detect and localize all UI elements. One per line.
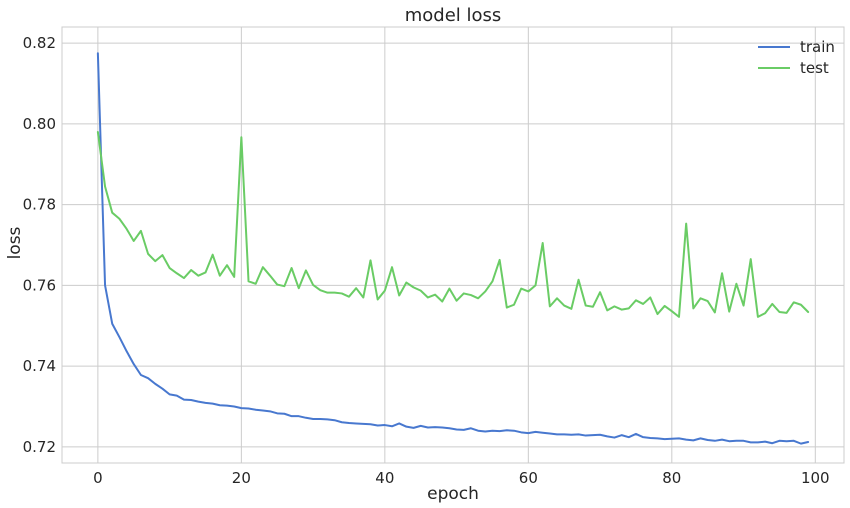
- y-tick-label: 0.72: [23, 438, 56, 456]
- x-tick-label: 20: [232, 469, 251, 487]
- y-tick-label: 0.74: [23, 357, 56, 375]
- y-tick-label: 0.80: [23, 115, 56, 133]
- y-tick-label: 0.78: [23, 196, 56, 214]
- series-line-train: [96, 52, 810, 445]
- y-tick-label: 0.82: [23, 34, 56, 52]
- y-tick-label: 0.76: [23, 276, 56, 294]
- y-axis-label: loss: [5, 226, 25, 259]
- x-tick-labels: 0 20 40 60 80 100: [93, 469, 830, 487]
- chart-title: model loss: [405, 5, 502, 26]
- series-lines: [96, 52, 810, 445]
- x-tick-label: 80: [662, 469, 681, 487]
- y-tick-labels: 0.72 0.74 0.76 0.78 0.80 0.82: [23, 34, 56, 456]
- x-tick-label: 60: [519, 469, 538, 487]
- x-axis-label: epoch: [427, 484, 479, 504]
- x-tick-label: 0: [93, 469, 103, 487]
- x-tick-label: 40: [375, 469, 394, 487]
- series-line-test: [96, 130, 810, 318]
- legend-label-test: test: [800, 59, 829, 77]
- legend-label-train: train: [800, 38, 835, 56]
- legend: train test: [758, 38, 835, 77]
- x-tick-label: 100: [801, 469, 830, 487]
- plot-frame: [61, 26, 845, 464]
- grid: [61, 26, 845, 464]
